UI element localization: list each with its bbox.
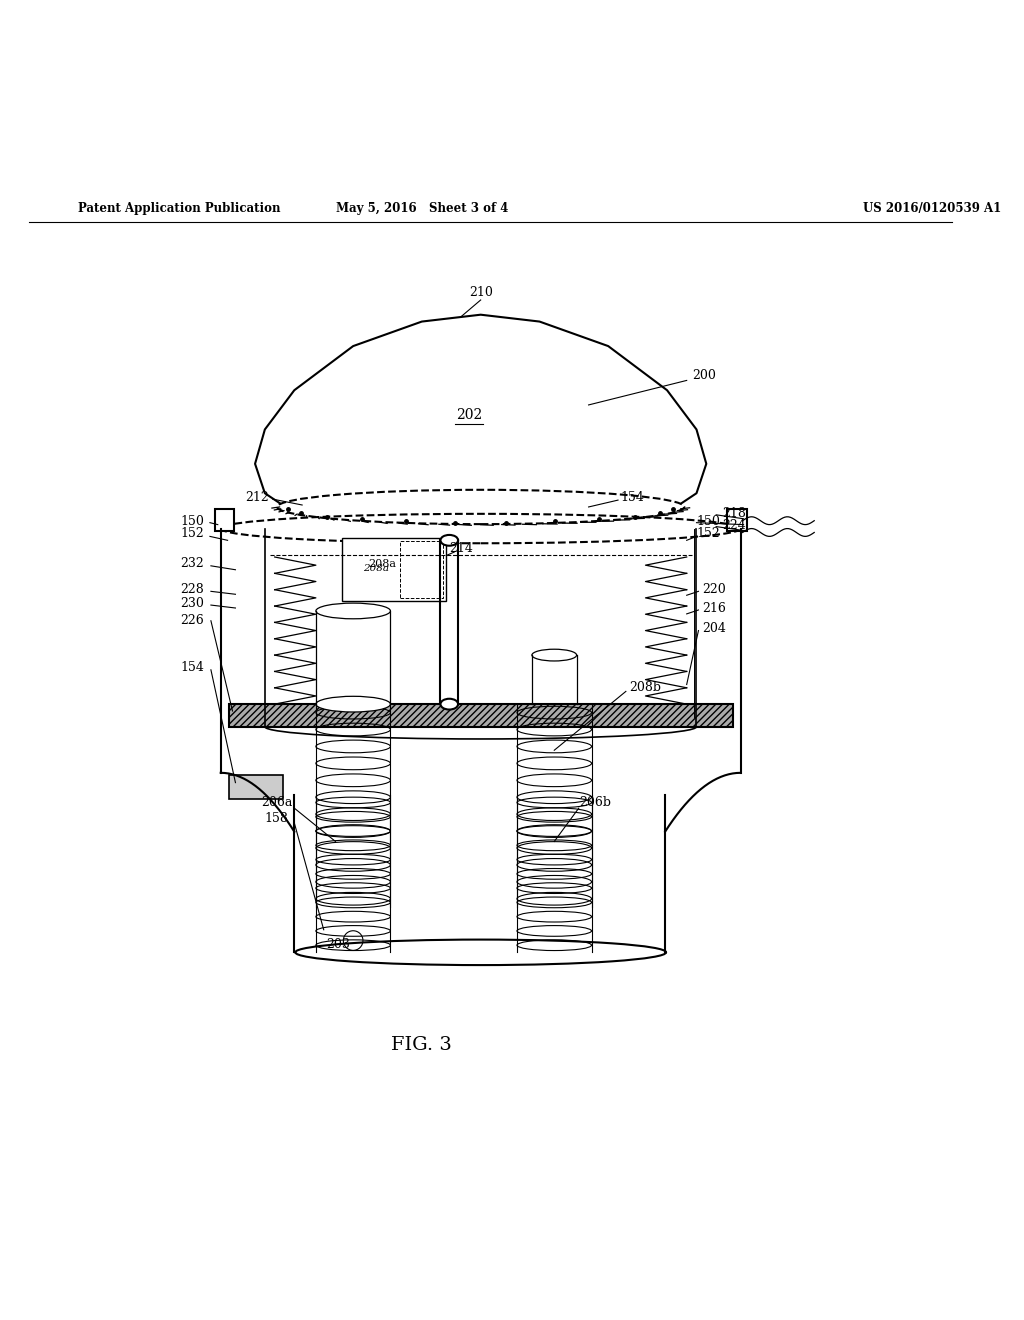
Bar: [727, 510, 746, 531]
Text: May 5, 2016   Sheet 3 of 4: May 5, 2016 Sheet 3 of 4: [336, 202, 508, 215]
Text: 208a: 208a: [362, 564, 389, 573]
Text: 202: 202: [456, 408, 482, 422]
Ellipse shape: [531, 649, 577, 661]
Text: 216: 216: [702, 602, 726, 615]
Text: 152: 152: [180, 527, 204, 540]
Text: 228: 228: [180, 583, 204, 595]
Text: 204: 204: [702, 622, 726, 635]
Ellipse shape: [440, 698, 458, 710]
Text: Patent Application Publication: Patent Application Publication: [79, 202, 281, 215]
Ellipse shape: [440, 535, 458, 545]
Ellipse shape: [315, 696, 390, 711]
Text: 206b: 206b: [580, 796, 611, 809]
Bar: [215, 510, 234, 531]
Text: 203: 203: [327, 939, 350, 950]
Text: 200: 200: [692, 370, 716, 381]
Text: 208a: 208a: [369, 558, 396, 569]
Text: 206a: 206a: [261, 796, 292, 809]
FancyBboxPatch shape: [342, 539, 446, 601]
Text: 154: 154: [180, 661, 204, 675]
Text: 150: 150: [180, 515, 204, 528]
Text: 158: 158: [264, 812, 289, 825]
Text: 152: 152: [696, 527, 720, 540]
Text: US 2016/0120539 A1: US 2016/0120539 A1: [863, 202, 1001, 215]
Text: 212: 212: [245, 491, 269, 504]
Text: 226: 226: [180, 614, 204, 627]
Text: 224: 224: [722, 519, 745, 532]
Text: 230: 230: [180, 597, 204, 610]
Ellipse shape: [315, 603, 390, 619]
Text: FIG. 3: FIG. 3: [391, 1036, 453, 1053]
Text: 220: 220: [702, 583, 726, 595]
Text: 154: 154: [621, 491, 645, 504]
Text: 210: 210: [469, 285, 493, 298]
Bar: [228, 775, 283, 800]
Text: 232: 232: [180, 557, 204, 570]
Text: 150: 150: [696, 515, 720, 528]
Polygon shape: [228, 704, 733, 727]
Text: 218: 218: [722, 507, 745, 520]
Text: 208b: 208b: [630, 681, 662, 694]
Text: 214: 214: [450, 541, 473, 554]
